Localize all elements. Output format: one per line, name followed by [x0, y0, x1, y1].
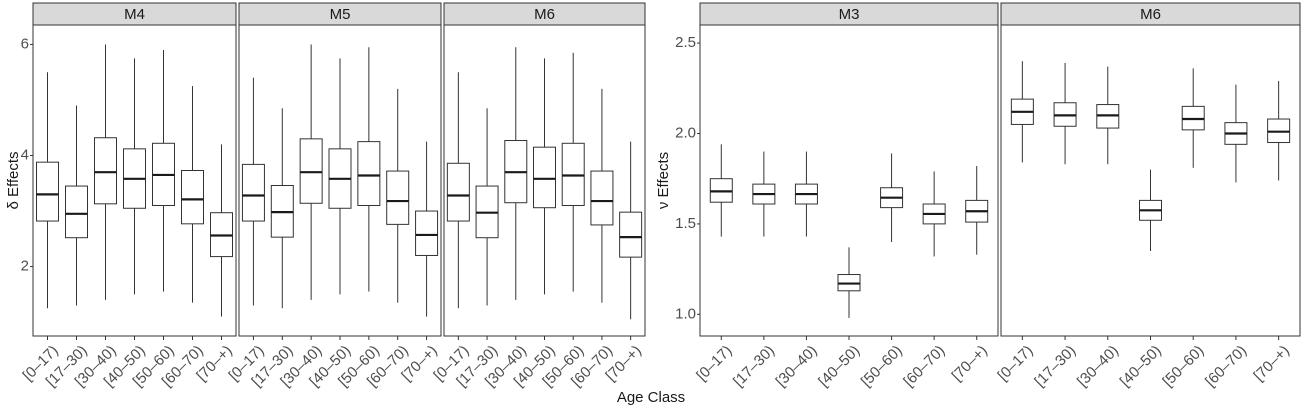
- box-iqr: [533, 146, 556, 209]
- x-axis-title: Age Class: [617, 389, 685, 406]
- strip-label: M3: [839, 6, 860, 23]
- x-tick-label: [70–+): [949, 342, 991, 384]
- x-tick-label: [60–70): [900, 342, 948, 390]
- box-iqr: [299, 138, 323, 204]
- box-iqr: [94, 137, 117, 205]
- y-tick-label: 1.5: [675, 215, 696, 232]
- box-5: [386, 88, 410, 303]
- y-tick-label: 4: [21, 146, 29, 163]
- x-tick-label: [17–30): [730, 342, 778, 390]
- y-tick-label: 1.0: [675, 305, 696, 322]
- box-iqr: [181, 170, 204, 225]
- box-4: [880, 153, 904, 242]
- x-tick-label: [70–+): [1250, 342, 1292, 384]
- x-tick-label: [50–60): [1159, 342, 1207, 390]
- box-6: [965, 166, 989, 255]
- box-0: [709, 144, 733, 237]
- box-1: [270, 108, 294, 309]
- box-iqr: [65, 185, 88, 239]
- box-5: [590, 88, 614, 303]
- box-iqr: [36, 161, 59, 222]
- panel-border: [1000, 24, 1301, 337]
- box-4: [357, 47, 381, 292]
- y-tick-label: 2.0: [675, 124, 696, 141]
- box-3: [328, 58, 352, 295]
- box-1: [65, 105, 88, 306]
- x-tick-label: [17–30): [1031, 342, 1079, 390]
- plot-group-delta: δ Effects 2 4 6M4[0–17)[17–30)[30–40)[40–50…: [5, 2, 646, 390]
- box-3: [837, 247, 861, 318]
- box-1: [475, 108, 499, 306]
- box-iqr: [241, 163, 265, 222]
- box-3: [1139, 169, 1162, 252]
- box-6: [415, 141, 439, 317]
- box-3: [533, 58, 556, 295]
- panel-nu-m6: M6[0–17)[17–30)[30–40)[40–50)[50–60)[60–…: [994, 2, 1301, 390]
- box-iqr: [446, 162, 470, 222]
- box-6: [1267, 81, 1291, 181]
- x-tick-label: [30–40): [773, 342, 821, 390]
- plot-group-nu: ν Effects 1.0 1.5 2.0 2.5M3[0–17)[17–30)[30–…: [655, 2, 1301, 390]
- box-5: [181, 86, 204, 303]
- box-iqr: [357, 141, 381, 206]
- box-0: [1010, 61, 1034, 163]
- box-4: [152, 49, 175, 292]
- box-iqr: [386, 170, 410, 225]
- box-2: [504, 47, 528, 300]
- box-2: [299, 44, 323, 300]
- strip-label: M6: [534, 6, 555, 23]
- y-tick-label: 2: [21, 258, 29, 275]
- box-0: [446, 72, 470, 309]
- strip-label: M5: [330, 6, 351, 23]
- box-2: [1096, 66, 1120, 165]
- box-iqr: [561, 142, 585, 206]
- box-3: [123, 58, 146, 295]
- y-tick-label: 2.5: [675, 34, 696, 51]
- strip-label: M6: [1140, 6, 1161, 23]
- panel-delta-m4: M4[0–17)[17–30)[30–40)[40–50)[50–60)[60–…: [20, 2, 237, 390]
- y-axis-title: ν Effects: [655, 152, 672, 209]
- box-iqr: [590, 170, 614, 226]
- box-4: [1181, 68, 1205, 168]
- box-iqr: [619, 211, 643, 258]
- y-tick-label: 6: [21, 35, 29, 52]
- x-tick-label: [60–70): [1202, 342, 1250, 390]
- panel-delta-m6: M6[0–17)[17–30)[30–40)[40–50)[50–60)[60–…: [430, 2, 646, 390]
- box-6: [210, 144, 233, 317]
- panel-delta-m5: M5[0–17)[17–30)[30–40)[40–50)[50–60)[60–…: [226, 2, 442, 390]
- box-iqr: [415, 210, 439, 256]
- strip-label: M4: [124, 6, 145, 23]
- box-1: [1053, 62, 1077, 165]
- box-2: [94, 44, 117, 300]
- panel-nu-m3: M3[0–17)[17–30)[30–40)[40–50)[50–60)[60–…: [693, 2, 999, 390]
- box-4: [561, 52, 585, 292]
- x-tick-label: [40–50): [1117, 342, 1165, 390]
- box-6: [619, 141, 643, 320]
- y-axis-title: δ Effects: [5, 151, 22, 209]
- box-0: [36, 72, 59, 309]
- box-0: [241, 77, 265, 306]
- box-2: [794, 151, 818, 237]
- box-5: [1224, 84, 1248, 183]
- x-tick-label: [30–40): [1074, 342, 1122, 390]
- x-tick-label: [40–50): [815, 342, 863, 390]
- x-tick-label: [50–60): [858, 342, 906, 390]
- box-5: [922, 171, 946, 257]
- box-1: [752, 151, 776, 237]
